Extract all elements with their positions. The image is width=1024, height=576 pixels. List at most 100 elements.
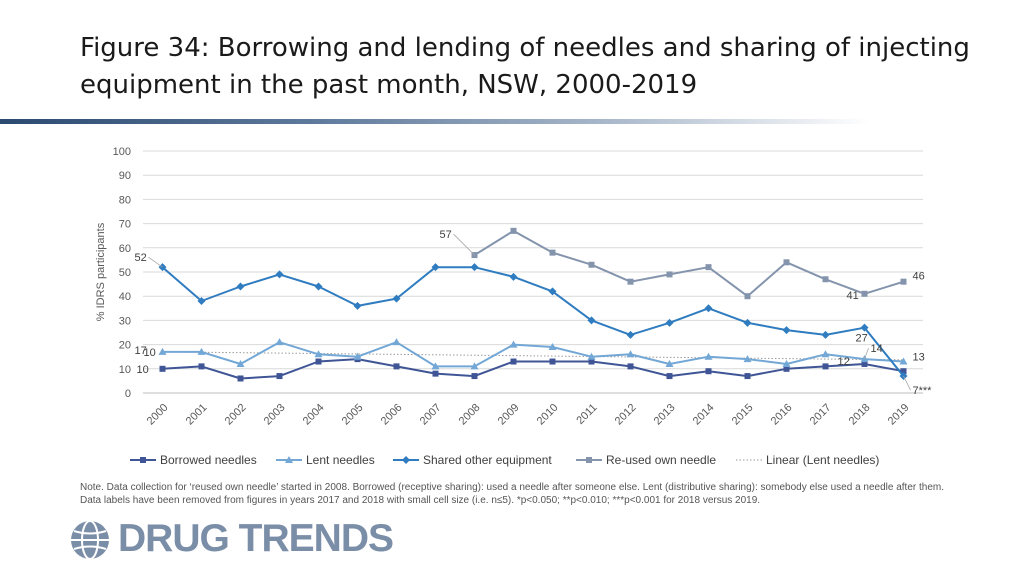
legend-marker <box>140 457 146 463</box>
data-point-shared-other-equipment <box>431 263 440 272</box>
logo-text: DRUG TRENDS <box>118 517 394 560</box>
data-point-shared-other-equipment <box>665 318 674 327</box>
data-point-lent-needles <box>509 340 518 348</box>
x-tick-label: 2006 <box>379 402 405 428</box>
data-label: 41 <box>847 290 859 302</box>
data-point-lent-needles <box>899 357 908 365</box>
data-point-lent-needles <box>197 347 206 355</box>
page-title: Figure 34: Borrowing and lending of need… <box>80 33 970 100</box>
data-point-shared-other-equipment <box>821 330 830 339</box>
data-point-shared-other-equipment <box>626 330 635 339</box>
globe-icon <box>71 520 109 560</box>
data-point-borrowed-needles <box>822 363 829 370</box>
data-point-lent-needles <box>821 350 830 358</box>
data-point-borrowed-needles <box>783 365 790 372</box>
data-point-re-used-own-needle <box>627 278 634 285</box>
x-tick-label: 2008 <box>457 402 483 428</box>
x-axis-ticks: 2000 2001 2002 2003 2004 2005 2006 2007 2008 2009… <box>145 402 912 428</box>
y-tick-label: 40 <box>119 291 131 303</box>
label-leader <box>453 233 475 256</box>
y-tick-label: 80 <box>119 194 131 206</box>
label-leader <box>148 256 163 268</box>
data-point-shared-other-equipment <box>353 301 362 310</box>
data-point-borrowed-needles <box>510 358 517 365</box>
label-leader <box>903 375 911 391</box>
chart-gridlines <box>143 150 923 394</box>
label-leader <box>864 347 869 360</box>
legend-item-lent-needles: Lent needles <box>276 453 375 467</box>
data-point-lent-needles <box>275 338 284 346</box>
y-tick-label: 60 <box>119 243 131 255</box>
data-point-borrowed-needles <box>315 358 322 365</box>
data-point-re-used-own-needle <box>705 264 712 271</box>
data-label: 17 <box>135 345 147 357</box>
series-lent-needles <box>158 338 908 370</box>
series-line-re-used-own-needle <box>473 229 904 298</box>
legend-item-borrowed-needles: Borrowed needles <box>130 453 257 467</box>
legend-marker <box>285 456 293 463</box>
legend-marker <box>402 456 410 464</box>
footnote: Note. Data collection for ‘reused own ne… <box>80 482 945 506</box>
legend-item-shared-other-equipment: Shared other equipment <box>393 453 552 467</box>
data-label: 12 <box>838 356 850 368</box>
legend-label: Borrowed needles <box>160 453 257 467</box>
title-divider <box>0 119 870 124</box>
legend-label: Linear (Lent needles) <box>766 453 879 467</box>
data-point-borrowed-needles <box>666 373 673 380</box>
data-label: 13 <box>913 352 925 364</box>
x-tick-label: 2009 <box>496 402 522 428</box>
series-line-borrowed-needles <box>162 358 904 380</box>
data-point-borrowed-needles <box>432 370 439 377</box>
legend-item-re-used-own-needle: Re-used own needle <box>576 453 716 467</box>
data-point-shared-other-equipment <box>860 323 869 332</box>
data-point-borrowed-needles <box>861 360 868 367</box>
series-re-used-own-needle <box>471 227 907 300</box>
x-tick-label: 2018 <box>847 402 873 428</box>
series-line-lent-needles <box>162 341 904 368</box>
data-point-lent-needles <box>236 359 245 367</box>
x-tick-label: 2013 <box>652 402 678 428</box>
x-tick-label: 2019 <box>886 402 912 428</box>
data-point-re-used-own-needle <box>549 249 556 256</box>
data-label: 14 <box>871 343 883 355</box>
data-point-re-used-own-needle <box>744 293 751 300</box>
chart-legend: Borrowed needles Lent needles Shared other… <box>130 453 879 467</box>
data-label: 27 <box>856 333 868 345</box>
y-axis-ticks: 0 10 20 30 40 50 60 70 80 90 100 <box>113 146 131 400</box>
x-tick-label: 2015 <box>730 402 756 428</box>
data-point-borrowed-needles <box>588 358 595 365</box>
x-tick-label: 2002 <box>223 402 249 428</box>
y-tick-label: 90 <box>119 170 131 182</box>
data-point-lent-needles <box>587 352 596 360</box>
y-tick-label: 0 <box>125 388 131 400</box>
data-point-shared-other-equipment <box>743 318 752 327</box>
data-point-borrowed-needles <box>549 358 556 365</box>
data-point-shared-other-equipment <box>392 294 401 303</box>
chart-series <box>158 227 908 382</box>
data-point-borrowed-needles <box>393 363 400 370</box>
data-point-borrowed-needles <box>705 368 712 375</box>
data-point-borrowed-needles <box>744 373 751 380</box>
data-label: 52 <box>135 252 147 264</box>
legend-label: Re-used own needle <box>606 453 716 467</box>
data-point-borrowed-needles <box>627 363 634 370</box>
data-point-shared-other-equipment <box>548 287 557 296</box>
legend-item-linear-lent-needles-: Linear (Lent needles) <box>736 453 879 467</box>
x-tick-label: 2010 <box>535 402 561 428</box>
data-point-re-used-own-needle <box>900 278 907 285</box>
y-axis-label: % IDRS participants <box>95 222 107 321</box>
x-tick-label: 2000 <box>145 402 171 428</box>
data-point-lent-needles <box>704 352 713 360</box>
x-tick-label: 2017 <box>808 402 834 428</box>
data-point-lent-needles <box>392 338 401 346</box>
data-point-re-used-own-needle <box>588 261 595 268</box>
data-point-lent-needles <box>314 350 323 358</box>
data-point-re-used-own-needle <box>861 290 868 297</box>
y-tick-label: 20 <box>119 340 131 352</box>
data-point-re-used-own-needle <box>822 276 829 283</box>
data-label: 10 <box>137 364 149 376</box>
data-point-shared-other-equipment <box>236 282 245 291</box>
data-label: 46 <box>913 271 925 283</box>
